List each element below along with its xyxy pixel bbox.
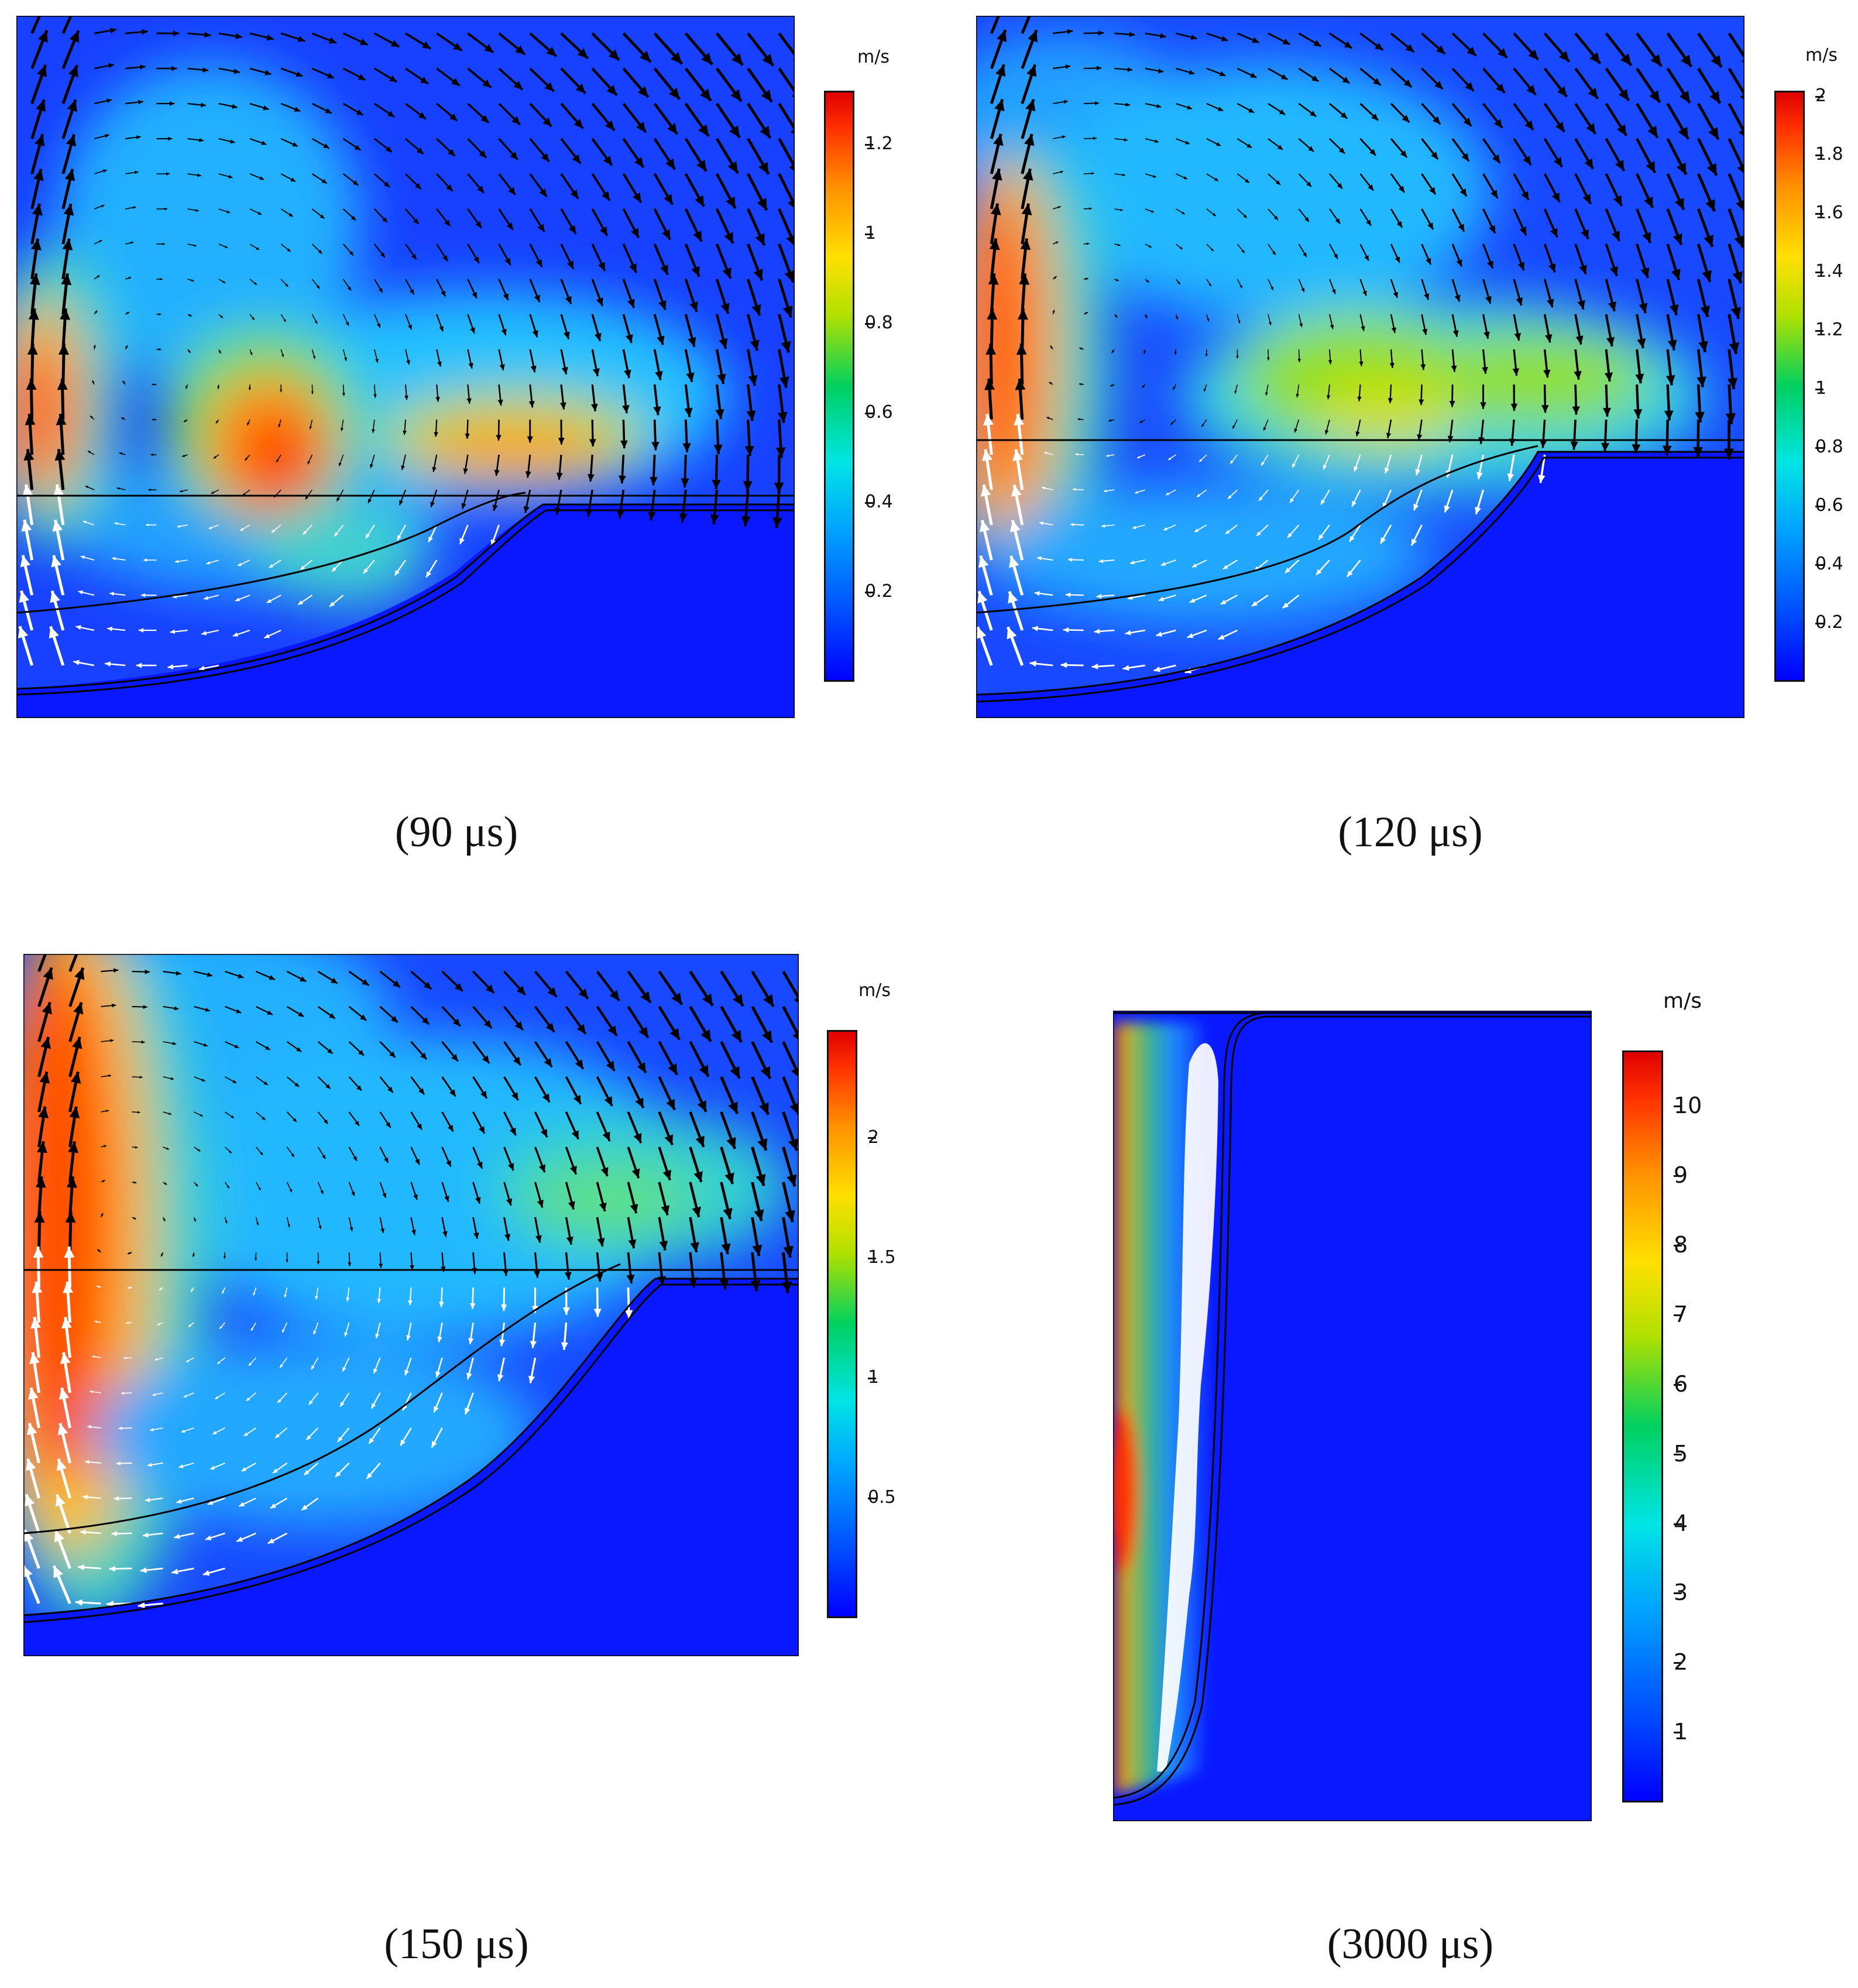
colorbar-tick-label: 2 <box>1815 85 1827 107</box>
colorbar-tick-label: 10 <box>1674 1092 1702 1118</box>
colorbar-3000us <box>1622 1050 1663 1802</box>
velocity-plot-3000us <box>1113 1011 1592 1821</box>
colorbar-tick-label: 1.6 <box>1815 202 1843 224</box>
colorbar-tick-label: 0.2 <box>865 581 893 602</box>
colorbar-unit-3000us: m/s <box>1663 989 1702 1013</box>
colorbar-150us <box>827 1030 857 1618</box>
colorbar-tick-label: 0.8 <box>865 313 893 334</box>
colorbar-tick-label: 1.4 <box>1815 261 1843 282</box>
colorbar-tick-label: 1 <box>1674 1719 1688 1745</box>
velocity-plot-150us <box>23 954 799 1656</box>
caption-3000us: (3000 μs) <box>1327 1920 1494 1968</box>
colorbar-tick-label: 0.6 <box>1815 495 1843 516</box>
colorbar-tick-label: 2 <box>868 1127 880 1148</box>
colorbar-tick-label: 0.2 <box>1815 612 1843 633</box>
caption-90us: (90 μs) <box>394 808 518 856</box>
colorbar-unit-120us: m/s <box>1805 45 1838 66</box>
colorbar-120us <box>1774 91 1805 682</box>
colorbar-unit-90us: m/s <box>857 47 889 67</box>
colorbar-tick-label: 1.8 <box>1815 144 1843 165</box>
colorbar-tick-label: 1.2 <box>1815 320 1843 341</box>
colorbar-tick-label: 2 <box>1674 1649 1688 1675</box>
colorbar-tick-label: 0.5 <box>868 1487 896 1508</box>
colorbar-tick-label: 1.5 <box>868 1247 896 1268</box>
velocity-field-150us <box>23 954 799 1656</box>
colorbar-tick-label: 0.4 <box>865 492 893 513</box>
velocity-field-120us <box>976 16 1744 718</box>
colorbar-tick-label: 5 <box>1674 1440 1688 1467</box>
colorbar-tick-label: 3 <box>1674 1580 1688 1606</box>
colorbar-tick-label: 6 <box>1674 1371 1688 1397</box>
colorbar-tick-label: 8 <box>1674 1231 1688 1258</box>
colorbar-tick-label: 1.2 <box>865 133 893 154</box>
colorbar-tick-label: 1 <box>865 223 877 244</box>
colorbar-tick-label: 1 <box>1815 378 1827 399</box>
arrow-field-90us <box>18 16 795 671</box>
caption-120us: (120 μs) <box>1338 808 1483 856</box>
colorbar-unit-150us: m/s <box>858 980 891 1001</box>
colorbar-tick-label: 0.6 <box>865 402 893 423</box>
colorbar-tick-label: 0.4 <box>1815 554 1843 575</box>
colorbar-90us <box>824 91 854 682</box>
velocity-field-90us <box>16 16 795 718</box>
colorbar-tick-label: 7 <box>1674 1301 1688 1327</box>
velocity-plot-90us <box>16 16 795 718</box>
colorbar-tick-label: 9 <box>1674 1162 1688 1188</box>
velocity-field-3000us <box>1113 1011 1592 1821</box>
caption-150us: (150 μs) <box>384 1920 529 1968</box>
colorbar-tick-label: 4 <box>1674 1510 1688 1536</box>
arrow-field-150us <box>23 954 799 1609</box>
arrow-field-120us <box>976 16 1744 674</box>
velocity-plot-120us <box>976 16 1744 718</box>
colorbar-tick-label: 1 <box>868 1367 880 1388</box>
colorbar-tick-label: 0.8 <box>1815 437 1843 458</box>
